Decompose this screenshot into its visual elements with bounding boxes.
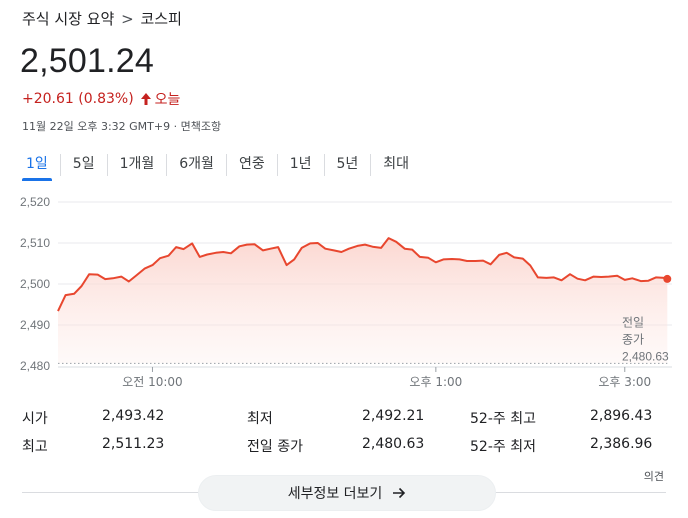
tab-divider bbox=[323, 154, 325, 176]
feedback-link[interactable]: 의견 bbox=[643, 470, 664, 483]
arrow-right-icon bbox=[393, 487, 406, 499]
arrow-up-icon bbox=[140, 93, 151, 105]
tab-range[interactable]: 5일 bbox=[72, 156, 95, 172]
y-tick-label: 2,480 bbox=[20, 359, 50, 373]
stat-label: 최고 bbox=[22, 439, 48, 455]
stat-label: 전일 종가 bbox=[247, 439, 303, 455]
quote-timestamp: 11월 22일 오후 3:32 GMT+9 · 면책조항 bbox=[22, 120, 222, 133]
area-fill bbox=[58, 238, 668, 364]
stat-value: 2,511.23 bbox=[102, 436, 165, 452]
tab-range[interactable]: 1일 bbox=[14, 149, 60, 181]
range-tabs: 1일 5일 1개월 6개월 연중 1년 5년 최대 bbox=[14, 149, 421, 181]
y-tick-label: 2,520 bbox=[20, 195, 50, 209]
stat-value: 2,480.63 bbox=[362, 436, 425, 452]
previous-close-label: 종가 bbox=[622, 332, 644, 346]
breadcrumb: 주식 시장 요약 > 코스피 bbox=[22, 8, 182, 29]
tab-divider bbox=[370, 154, 372, 176]
series-line bbox=[57, 237, 668, 312]
last-price-dot bbox=[663, 274, 672, 283]
stat-value: 2,492.21 bbox=[362, 408, 425, 424]
stat-label: 최저 bbox=[247, 411, 273, 427]
breadcrumb-parent[interactable]: 주식 시장 요약 bbox=[22, 10, 115, 28]
stat-label: 52-주 최고 bbox=[470, 411, 536, 427]
price-change-value: +20.61 (0.83%) bbox=[22, 91, 134, 107]
tab-range[interactable]: 1개월 bbox=[119, 156, 155, 172]
previous-close-value: 2,480.63 bbox=[622, 349, 669, 363]
price-change: +20.61 (0.83%) 오늘 bbox=[22, 89, 180, 109]
tab-range[interactable]: 5년 bbox=[336, 156, 359, 172]
more-details-label: 세부정보 더보기 bbox=[287, 486, 383, 502]
x-tick-label: 오후 3:00 bbox=[598, 375, 651, 389]
current-price: 2,501.24 bbox=[20, 42, 154, 80]
stat-value: 2,386.96 bbox=[590, 436, 653, 452]
tab-range[interactable]: 최대 bbox=[383, 156, 410, 172]
breadcrumb-separator: > bbox=[121, 10, 134, 28]
tab-divider bbox=[225, 154, 227, 176]
price-change-period: 오늘 bbox=[154, 92, 181, 108]
y-tick-label: 2,490 bbox=[20, 318, 50, 332]
breadcrumb-current: 코스피 bbox=[140, 10, 182, 28]
previous-close-label: 전일 bbox=[622, 315, 644, 329]
tab-range[interactable]: 연중 bbox=[238, 156, 265, 172]
x-tick-label: 오전 10:00 bbox=[122, 375, 182, 389]
tab-divider bbox=[59, 154, 61, 176]
stat-label: 시가 bbox=[22, 411, 48, 427]
stat-value: 2,896.43 bbox=[590, 408, 653, 424]
stat-label: 52-주 최저 bbox=[470, 439, 536, 455]
tab-range[interactable]: 6개월 bbox=[179, 156, 214, 172]
more-details-button[interactable]: 세부정보 더보기 bbox=[198, 475, 496, 511]
tab-divider bbox=[276, 154, 278, 176]
tab-range[interactable]: 1년 bbox=[289, 156, 312, 172]
tab-divider bbox=[106, 154, 108, 176]
tab-divider bbox=[166, 154, 168, 176]
stat-value: 2,493.42 bbox=[102, 408, 165, 424]
y-tick-label: 2,510 bbox=[20, 236, 50, 250]
y-tick-label: 2,500 bbox=[20, 277, 50, 291]
x-tick-label: 오후 1:00 bbox=[409, 375, 462, 389]
